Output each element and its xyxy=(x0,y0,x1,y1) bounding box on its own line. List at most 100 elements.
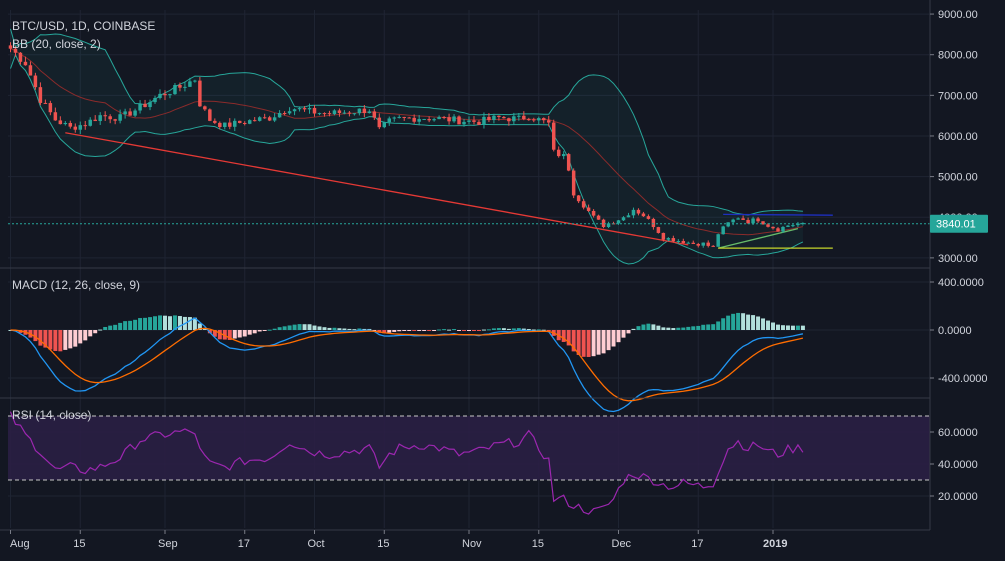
macd-hist-bar xyxy=(158,315,162,330)
candle-body xyxy=(561,154,566,157)
macd-hist-bar xyxy=(800,325,805,330)
candle-body xyxy=(8,45,13,49)
macd-hist-bar xyxy=(148,317,153,330)
candle-body xyxy=(58,120,63,125)
candle-body xyxy=(203,106,207,110)
macd-hist-bar xyxy=(457,330,462,331)
candle-body xyxy=(457,116,461,125)
macd-hist-bar xyxy=(686,326,691,330)
axis-tick-label: 40.0000 xyxy=(938,459,978,471)
candle-body xyxy=(367,111,372,114)
candle-body xyxy=(178,85,182,88)
macd-hist-bar xyxy=(696,325,701,330)
macd-hist-bar xyxy=(641,324,646,330)
macd-indicator-label[interactable]: MACD (12, 26, close, 9) xyxy=(12,278,140,292)
macd-hist-bar xyxy=(681,327,686,330)
macd-hist-bar xyxy=(566,330,571,346)
candle-body xyxy=(621,217,626,221)
macd-hist-bar xyxy=(506,328,511,330)
candle-body xyxy=(641,213,646,217)
candle-body xyxy=(282,113,287,115)
axis-tick-label: 6000.00 xyxy=(938,131,978,143)
candle-body xyxy=(721,226,725,235)
candle-body xyxy=(507,118,511,122)
candle-body xyxy=(626,215,631,218)
candle-body xyxy=(646,216,651,219)
candle-body xyxy=(88,119,92,126)
macd-axis[interactable]: 400.0000 0.0000 -400.0000 xyxy=(930,277,988,385)
macd-hist-bar xyxy=(616,330,621,343)
candle-body xyxy=(591,210,596,216)
macd-hist-bar xyxy=(626,330,631,334)
macd-hist-bar xyxy=(277,327,282,330)
candle-body xyxy=(412,117,416,122)
macd-hist-bar xyxy=(252,330,257,334)
macd-hist-bar xyxy=(476,330,481,331)
candle-body xyxy=(427,119,431,121)
macd-hist-bar xyxy=(342,328,347,330)
candle-body xyxy=(606,223,611,228)
candle-body xyxy=(287,111,292,114)
candle-body xyxy=(786,225,790,227)
axis-tick-label: Oct xyxy=(308,538,325,550)
candle-body xyxy=(791,225,795,227)
trendline-drawings[interactable] xyxy=(65,132,833,249)
macd-hist-bar xyxy=(143,317,148,330)
candle-body xyxy=(636,209,641,214)
candle-body xyxy=(307,107,312,110)
axis-tick-label: Aug xyxy=(10,538,30,550)
time-axis[interactable]: Aug 15 Sep 17 Oct 15 Nov 15 Dec 17 2019 xyxy=(9,530,787,550)
bb-indicator-label[interactable]: BB (20, close, 2) xyxy=(12,37,101,51)
macd-hist-bar xyxy=(422,330,427,331)
macd-hist-bar xyxy=(596,330,601,355)
macd-hist-bar xyxy=(621,330,626,338)
candle-body xyxy=(566,154,571,171)
macd-hist-bar xyxy=(536,329,541,331)
macd-hist-bar xyxy=(576,330,581,355)
candle-body xyxy=(512,116,516,122)
candle-body xyxy=(796,223,800,226)
candle-body xyxy=(332,110,337,115)
rsi-axis[interactable]: 60.0000 40.0000 20.0000 xyxy=(930,427,978,503)
macd-hist-bar xyxy=(93,330,98,334)
bollinger-basis xyxy=(10,48,804,236)
candle-body xyxy=(407,117,411,119)
macd-hist-bar xyxy=(103,326,108,330)
candle-body xyxy=(392,117,396,119)
candle-body xyxy=(586,207,591,211)
macd-hist-bar xyxy=(766,320,771,330)
macd-hist-bar xyxy=(108,325,113,330)
candle-body xyxy=(776,228,780,232)
macd-hist-bar xyxy=(756,316,761,330)
candle-body xyxy=(218,122,222,128)
axis-tick-label: 17 xyxy=(691,538,703,550)
candle-body xyxy=(93,119,97,122)
candle-body xyxy=(686,242,691,244)
macd-hist-bar xyxy=(227,330,232,340)
macd-hist-bar xyxy=(167,316,172,330)
macd-hist-bar xyxy=(302,324,307,330)
candle-body xyxy=(422,119,426,121)
bollinger-fill xyxy=(10,28,803,264)
macd-hist-bar xyxy=(242,330,247,337)
signal-line xyxy=(10,327,804,402)
candle-body xyxy=(706,242,710,246)
macd-hist-bar xyxy=(666,327,671,330)
candle-body xyxy=(766,224,770,227)
candle-body xyxy=(761,221,765,225)
candle-body xyxy=(756,218,760,222)
chart-title: BTC/USD, 1D, COINBASE xyxy=(12,19,155,33)
candle-body xyxy=(651,218,656,228)
rsi-indicator-label[interactable]: RSI (14, close) xyxy=(12,408,91,422)
candle-body xyxy=(272,117,277,121)
macd-hist-bar xyxy=(586,330,591,357)
candle-body xyxy=(487,116,491,121)
candle-body xyxy=(302,108,307,110)
candle-body xyxy=(148,102,152,108)
candle-body xyxy=(751,218,755,224)
candle-body xyxy=(213,120,217,123)
candle-body xyxy=(173,85,177,95)
macd-hist-bar xyxy=(43,330,48,348)
macd-hist-bar xyxy=(780,325,785,330)
macd-hist-bar xyxy=(347,328,352,330)
